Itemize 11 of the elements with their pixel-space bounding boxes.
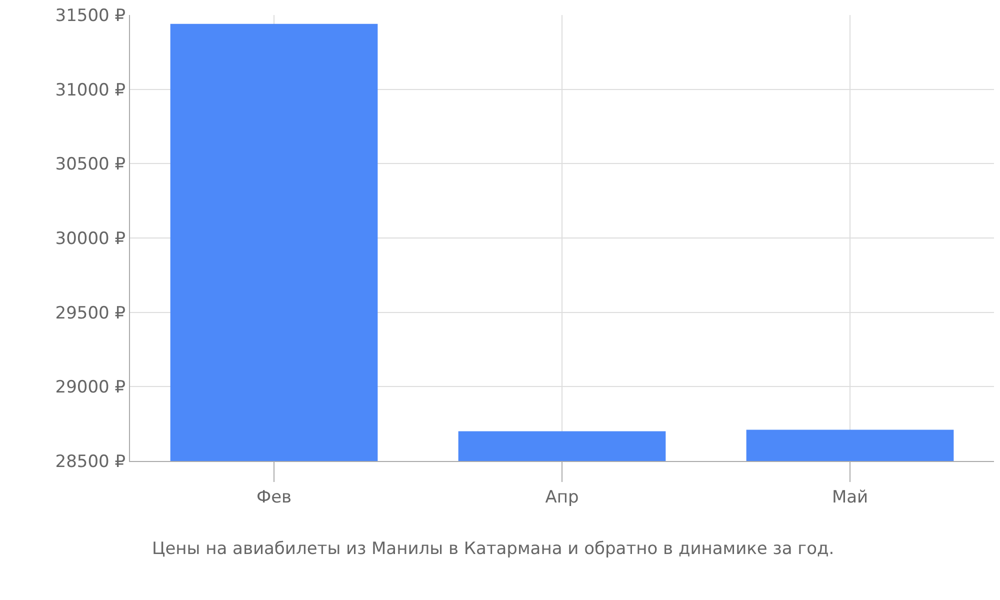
x-tick-label: Май — [832, 487, 868, 508]
y-tick-label: 29500 ₽ — [55, 303, 126, 324]
x-tick-label: Фев — [256, 487, 292, 508]
y-tick-label: 29000 ₽ — [55, 378, 126, 398]
y-tick-label: 31500 ₽ — [55, 6, 126, 26]
y-tick-label: 30500 ₽ — [55, 154, 126, 175]
y-tick-label: 28500 ₽ — [55, 452, 126, 472]
text: Цены на авиабилеты из Манилы в Катармана и обратно в динамике за год. — [152, 539, 834, 559]
y-tick-label: 30000 ₽ — [55, 228, 126, 249]
y-tick-label: 31000 ₽ — [55, 80, 126, 100]
x-tick-label: Апр — [545, 487, 579, 508]
